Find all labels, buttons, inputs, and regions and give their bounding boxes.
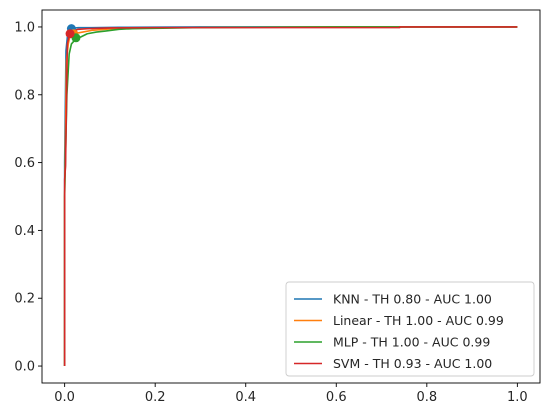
legend-label-4: SVM - TH 0.93 - AUC 1.00 [333, 356, 492, 371]
x-tick-label: 1.0 [507, 390, 528, 405]
legend: KNN - TH 0.80 - AUC 1.00 Linear - TH 1.00… [285, 281, 535, 377]
series-line-4 [63, 26, 518, 367]
legend-label-2: Linear - TH 1.00 - AUC 0.99 [333, 313, 504, 328]
y-tick-label: 0.2 [14, 292, 35, 307]
x-tick-label: 0.4 [235, 390, 256, 405]
legend-box [285, 281, 535, 377]
x-axis: 0.0 0.2 0.4 0.6 0.8 1.0 [54, 383, 528, 405]
x-tick-label: 0.0 [54, 390, 75, 405]
legend-label-3: MLP - TH 1.00 - AUC 0.99 [333, 335, 490, 350]
y-axis: 0.0 0.2 0.4 0.6 0.8 1.0 [14, 20, 42, 375]
y-tick-label: 0.8 [14, 88, 35, 103]
threshold-marker-4 [65, 29, 75, 39]
legend-items: KNN - TH 0.80 - AUC 1.00 Linear - TH 1.00… [294, 292, 504, 371]
x-tick-label: 0.6 [326, 390, 347, 405]
y-tick-label: 0.4 [14, 224, 35, 239]
marker-layer [65, 24, 81, 43]
legend-label-1: KNN - TH 0.80 - AUC 1.00 [333, 292, 492, 307]
y-tick-label: 1.0 [14, 20, 35, 35]
y-tick-label: 0.0 [14, 360, 35, 375]
x-tick-label: 0.2 [145, 390, 166, 405]
x-tick-label: 0.8 [416, 390, 437, 405]
y-tick-label: 0.6 [14, 156, 35, 171]
